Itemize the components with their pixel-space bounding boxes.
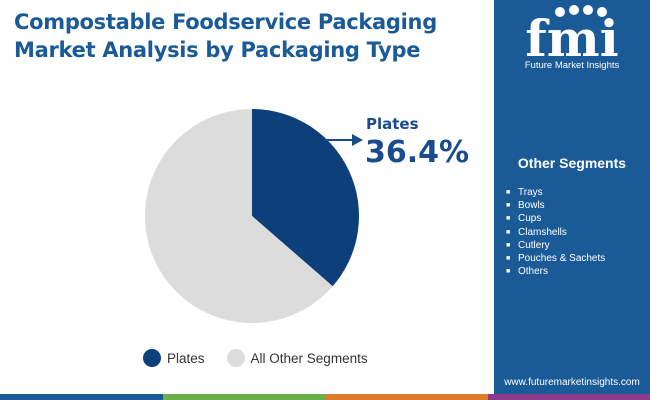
bullet-icon: ■ xyxy=(506,268,511,276)
chart-legend: Plates All Other Segments xyxy=(143,347,368,369)
legend-label-other: All Other Segments xyxy=(250,350,368,366)
fmi-logo: fmi xyxy=(525,5,619,68)
bullet-icon: ■ xyxy=(506,255,511,263)
pie-slices xyxy=(144,109,359,323)
title-line-1: Compostable Foodservice Packaging xyxy=(14,10,437,34)
segment-item-bowls: ■ Bowls xyxy=(506,200,545,212)
logo-dot-3 xyxy=(583,5,593,15)
pie-slice-all-other-segments xyxy=(144,109,333,323)
bar-segment-3 xyxy=(325,394,488,400)
segments-list: ■ Trays ■ Bowls ■ Cups ■ Clamshells ■ Cutlery… xyxy=(506,186,605,278)
bar-segment-4 xyxy=(487,394,650,400)
logo-text: Future Market Insights xyxy=(524,60,620,71)
bar-segment-2 xyxy=(162,394,325,400)
pie-chart xyxy=(144,109,363,323)
logo-letters: fmi xyxy=(525,9,618,68)
main-panel: Compostable Foodservice Packaging Market… xyxy=(14,8,484,369)
legend-swatch-plates xyxy=(143,349,161,367)
callout-value: 36.4% xyxy=(365,135,470,170)
title-line-2: Market Analysis by Packaging Type xyxy=(14,38,421,62)
logo-dot-4 xyxy=(597,7,607,17)
callout-arrow-head xyxy=(352,134,363,146)
bottom-color-bar xyxy=(0,394,650,400)
legend-swatch-other xyxy=(226,349,245,367)
bullet-icon: ■ xyxy=(506,202,511,210)
segment-item-cups: ■ Cups xyxy=(506,213,542,225)
segment-item-cutlery: ■ Cutlery xyxy=(506,239,550,251)
legend-item-other: All Other Segments xyxy=(226,349,368,367)
logo-dot-1 xyxy=(555,7,565,17)
callout-label: Plates xyxy=(366,115,419,133)
segment-item-trays: ■ Trays xyxy=(506,187,543,198)
segment-item-pouches-sachets: ■ Pouches & Sachets xyxy=(506,253,606,265)
website-link[interactable]: www.futuremarketinsights.com xyxy=(504,377,640,388)
bullet-icon: ■ xyxy=(506,215,511,223)
segment-item-clamshells: ■ Clamshells xyxy=(506,226,567,238)
bullet-icon: ■ xyxy=(506,228,511,236)
legend-label-plates: Plates xyxy=(167,350,205,366)
bar-segment-1 xyxy=(0,394,163,400)
segment-item-others: ■ Others xyxy=(506,266,549,278)
page-title: Compostable Foodservice Packaging Market… xyxy=(14,8,484,64)
legend-item-plates: Plates xyxy=(143,349,205,367)
logo-dot-2 xyxy=(569,5,579,15)
pie-slice-plates xyxy=(252,109,359,287)
segments-title: Other Segments xyxy=(517,155,627,171)
bullet-icon: ■ xyxy=(506,189,511,196)
bullet-icon: ■ xyxy=(506,241,511,249)
sidebar: fmi Future Market Insights Other Segment… xyxy=(494,0,650,394)
